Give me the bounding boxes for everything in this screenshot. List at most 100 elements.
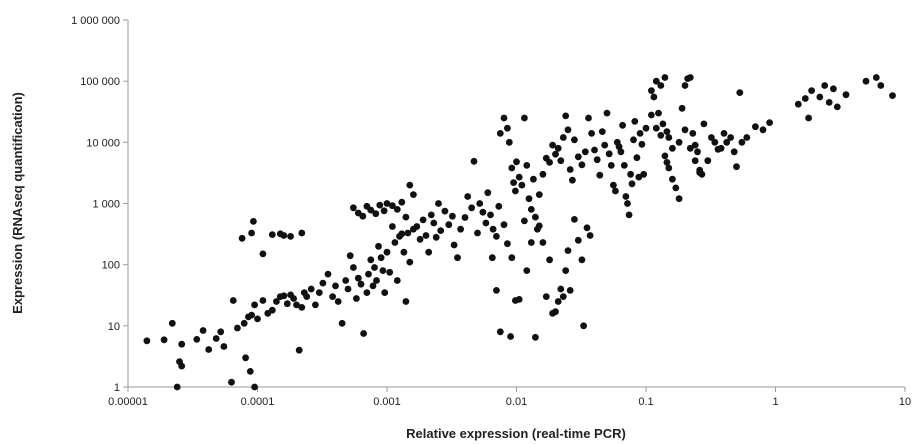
data-point xyxy=(640,170,648,178)
data-point xyxy=(500,114,508,122)
data-point xyxy=(357,280,365,288)
data-point xyxy=(283,300,291,308)
data-point xyxy=(808,87,815,94)
data-point xyxy=(523,267,531,274)
data-point xyxy=(564,126,572,134)
data-points xyxy=(143,74,896,391)
data-point xyxy=(254,315,261,323)
data-point xyxy=(571,136,578,144)
data-point xyxy=(585,114,592,122)
y-axis-ticks: 1 10 100 1 000 10 000 100 000 1 000 000 xyxy=(71,15,128,394)
data-point xyxy=(375,242,382,250)
data-point xyxy=(493,287,500,294)
data-point xyxy=(422,232,430,239)
data-point xyxy=(229,297,237,304)
data-point xyxy=(696,169,704,177)
data-point xyxy=(515,296,523,303)
x-tick-label: 1 xyxy=(772,396,778,408)
y-tick-label: 100 000 xyxy=(80,76,120,88)
data-point xyxy=(663,159,671,166)
data-point xyxy=(298,229,306,237)
data-point xyxy=(389,202,396,210)
data-point xyxy=(178,340,186,348)
data-point xyxy=(363,289,371,296)
data-point xyxy=(610,181,617,189)
data-point xyxy=(574,153,582,161)
data-point xyxy=(669,144,676,152)
data-point xyxy=(554,144,562,152)
data-point xyxy=(507,333,514,340)
y-axis-title: Expression (RNAseq quantification) xyxy=(10,92,25,314)
data-point xyxy=(393,206,401,213)
data-point xyxy=(173,383,181,391)
data-point xyxy=(562,112,570,120)
data-point xyxy=(518,181,526,189)
data-point xyxy=(574,236,582,244)
data-point xyxy=(217,328,225,336)
data-point xyxy=(659,120,667,128)
data-point xyxy=(402,213,410,221)
data-point xyxy=(359,212,367,220)
data-point xyxy=(663,128,671,136)
data-point xyxy=(642,124,650,132)
data-point xyxy=(369,282,377,290)
data-point xyxy=(801,95,809,102)
data-point xyxy=(287,233,294,240)
data-point xyxy=(530,175,537,183)
data-point xyxy=(622,193,630,200)
data-point xyxy=(619,121,626,129)
data-point xyxy=(416,235,424,243)
y-tick-label: 1 000 xyxy=(92,199,120,211)
data-point xyxy=(559,293,567,300)
data-point xyxy=(704,157,712,165)
data-point xyxy=(383,248,391,256)
data-point xyxy=(212,335,220,342)
data-point xyxy=(315,289,323,296)
data-point xyxy=(295,346,303,354)
y-axis: 1 10 100 1 000 10 000 100 000 1 000 000 xyxy=(71,15,129,394)
data-point xyxy=(293,301,300,309)
data-point xyxy=(648,111,655,119)
data-point xyxy=(588,130,595,137)
data-point xyxy=(168,319,176,327)
data-point xyxy=(250,218,257,225)
x-axis: 0.00001 0.0001 0.001 0.01 0.1 1 10 xyxy=(108,386,911,408)
data-point xyxy=(628,180,636,188)
data-point xyxy=(759,126,767,134)
data-point xyxy=(489,225,497,233)
data-point xyxy=(535,191,543,199)
data-point xyxy=(672,184,680,192)
data-point xyxy=(461,214,469,221)
data-point xyxy=(432,233,440,241)
data-point xyxy=(523,162,531,169)
data-point xyxy=(598,128,606,136)
data-point xyxy=(636,130,644,137)
data-point xyxy=(488,254,496,262)
x-tick-label: 0.0001 xyxy=(241,396,275,408)
data-point xyxy=(178,362,186,370)
data-point xyxy=(665,134,673,141)
data-point xyxy=(805,114,812,122)
x-axis-ticks: 0.00001 0.0001 0.001 0.01 0.1 1 10 xyxy=(108,387,911,408)
data-point xyxy=(435,200,442,207)
data-point xyxy=(413,223,421,230)
data-point xyxy=(468,204,475,212)
data-point xyxy=(738,138,746,146)
data-point xyxy=(290,295,297,302)
data-point xyxy=(228,378,235,386)
data-point xyxy=(402,298,410,305)
data-point xyxy=(268,306,276,314)
data-point xyxy=(766,119,773,126)
data-point xyxy=(648,87,655,94)
data-point xyxy=(510,179,517,187)
data-point xyxy=(350,264,357,271)
data-point xyxy=(652,77,660,85)
data-point xyxy=(605,150,613,158)
data-point xyxy=(346,252,354,260)
data-point xyxy=(862,77,870,85)
data-point xyxy=(694,148,701,156)
data-point xyxy=(487,211,494,219)
data-point xyxy=(482,219,490,227)
data-point xyxy=(393,277,401,284)
